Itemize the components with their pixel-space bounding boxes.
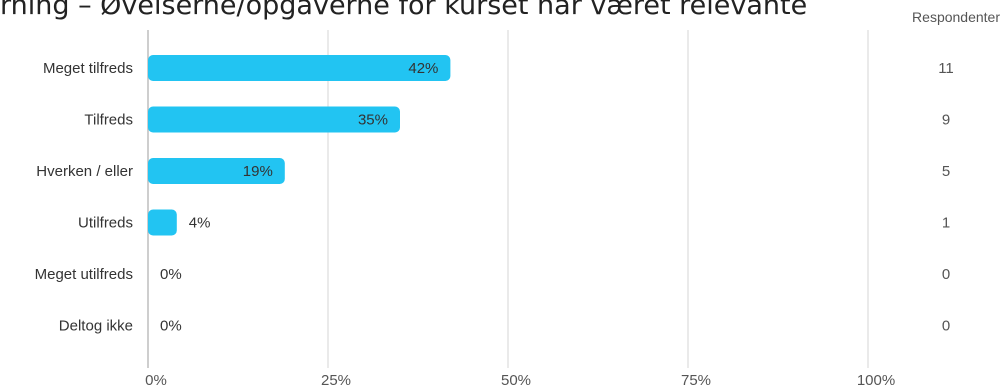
category-label: Hverken / eller: [36, 163, 133, 180]
respondent-count: 1: [942, 215, 950, 232]
category-label: Meget tilfreds: [43, 60, 133, 77]
bar: [148, 158, 285, 184]
bar-value-label: 0%: [160, 318, 182, 335]
respondent-count: 0: [942, 266, 950, 283]
chart-title: rning – Øvelserne/opgaverne for kurset h…: [0, 0, 808, 21]
respondent-count: 5: [942, 163, 950, 180]
category-label: Tilfreds: [84, 112, 133, 129]
respondents-column-header: Respondenter: [912, 9, 1000, 25]
category-label: Utilfreds: [78, 215, 133, 232]
bar: [148, 106, 400, 133]
respondent-count: 0: [942, 318, 950, 335]
bar: [148, 209, 177, 236]
category-label: Deltog ikke: [59, 318, 133, 335]
respondent-count: 9: [942, 112, 950, 129]
x-tick-label: 100%: [857, 372, 895, 389]
x-tick-label: 25%: [321, 372, 351, 389]
x-tick-label: 75%: [681, 372, 711, 389]
bar-value-label: 35%: [358, 112, 388, 129]
bar-value-label: 0%: [160, 266, 182, 283]
bar-value-label: 19%: [243, 163, 273, 180]
bar: [148, 55, 451, 81]
respondent-count: 11: [938, 60, 954, 77]
category-label: Meget utilfreds: [35, 266, 133, 283]
bar-value-label: 4%: [189, 215, 211, 232]
x-tick-label: 0%: [145, 372, 167, 389]
bar-value-label: 42%: [408, 60, 438, 77]
x-tick-label: 50%: [501, 372, 531, 389]
